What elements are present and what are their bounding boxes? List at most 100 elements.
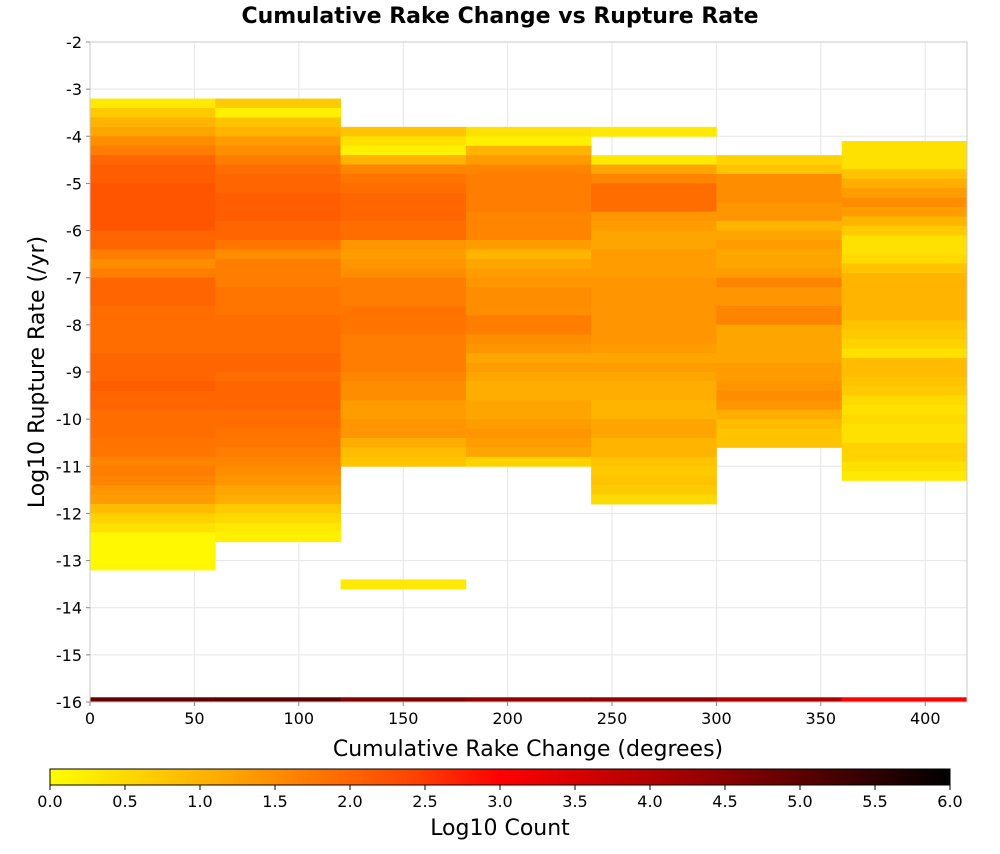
- heatmap-cell: [716, 343, 843, 354]
- heatmap-cell: [465, 268, 592, 279]
- heatmap-cell: [90, 466, 216, 477]
- heatmap-cell: [591, 183, 717, 194]
- heatmap-cell: [716, 381, 843, 392]
- heatmap-cell: [215, 353, 341, 363]
- heatmap-cell: [465, 221, 592, 231]
- heatmap-cell: [465, 174, 592, 184]
- heatmap-cell: [591, 428, 717, 439]
- heatmap-cell: [90, 513, 216, 524]
- heatmap-cell: [340, 221, 467, 231]
- heatmap-cell: [591, 192, 717, 203]
- heatmap-cell: [591, 296, 717, 307]
- heatmap-cell: [591, 258, 717, 269]
- heatmap-cell: [90, 164, 216, 175]
- heatmap-cell: [465, 372, 592, 382]
- heatmap-cell: [841, 452, 968, 462]
- y-tick-label: -6: [66, 222, 82, 241]
- heatmap-cell: [465, 183, 592, 194]
- heatmap-cell: [340, 287, 467, 297]
- heatmap-cell: [591, 390, 717, 401]
- x-tick-label: 0: [85, 709, 95, 728]
- heatmap-cell: [465, 315, 592, 326]
- heatmap-cell: [841, 254, 968, 264]
- y-axis-label: Log10 Rupture Rate (/yr): [25, 236, 50, 508]
- heatmap-cell: [340, 324, 467, 335]
- heatmap-cell: [215, 211, 341, 222]
- heatmap-cell: [841, 339, 968, 349]
- heatmap-cell: [340, 277, 467, 288]
- heatmap-cell: [591, 419, 717, 429]
- heatmap-cell: [591, 475, 717, 486]
- heatmap-cell-bottom-row: [340, 697, 467, 702]
- heatmap-cell: [465, 438, 592, 448]
- heatmap-cells: [90, 98, 968, 702]
- x-tick-label: 200: [492, 709, 523, 728]
- heatmap-cell-bottom-row: [716, 697, 843, 702]
- heatmap-cell: [841, 178, 968, 189]
- heatmap-cell: [716, 372, 843, 382]
- heatmap-cell: [340, 211, 467, 222]
- heatmap-cell: [841, 471, 968, 481]
- heatmap-cell: [90, 183, 216, 194]
- colorbar-tick-label: 4.5: [712, 792, 737, 811]
- heatmap-cell: [841, 320, 968, 330]
- colorbar-tick-label: 5.0: [787, 792, 812, 811]
- heatmap-cell: [340, 164, 467, 175]
- heatmap-cell-bottom-row: [841, 697, 968, 702]
- heatmap-cell: [215, 230, 341, 241]
- heatmap-cell: [215, 202, 341, 213]
- heatmap-cell: [841, 207, 968, 217]
- heatmap-cell: [841, 188, 968, 198]
- heatmap-cell: [90, 438, 216, 448]
- heatmap-cell: [716, 155, 843, 165]
- heatmap-cell: [215, 419, 341, 429]
- heatmap-cell: [90, 343, 216, 354]
- y-tick-label: -8: [66, 316, 82, 335]
- heatmap-cell: [215, 372, 341, 382]
- heatmap-cell: [716, 428, 843, 439]
- heatmap-cell: [465, 381, 592, 392]
- heatmap-cell: [340, 334, 467, 345]
- heatmap-cell: [716, 438, 843, 448]
- heatmap-cell: [215, 390, 341, 401]
- heatmap-cell: [841, 216, 968, 227]
- heatmap-cell: [340, 381, 467, 392]
- heatmap-cell: [841, 263, 968, 274]
- heatmap-cell: [716, 362, 843, 373]
- heatmap-cell: [591, 343, 717, 354]
- heatmap-cell: [340, 136, 467, 147]
- heatmap-cell: [90, 324, 216, 335]
- heatmap-cell: [90, 145, 216, 156]
- y-tick-label: -5: [66, 174, 82, 193]
- heatmap-cell: [591, 315, 717, 326]
- heatmap-cell: [215, 513, 341, 524]
- heatmap-cell: [591, 126, 717, 137]
- heatmap-cell: [591, 174, 717, 184]
- colorbar-tick-label: 1.0: [187, 792, 212, 811]
- heatmap-cell: [215, 362, 341, 373]
- y-tick-label: -16: [56, 693, 82, 712]
- heatmap-cell: [591, 372, 717, 382]
- heatmap-cell: [591, 485, 717, 495]
- heatmap-cell: [465, 145, 592, 156]
- heatmap-cell: [465, 324, 592, 335]
- heatmap-cell: [340, 296, 467, 307]
- heatmap-cell: [591, 409, 717, 420]
- heatmap-cell: [591, 466, 717, 477]
- colorbar-tick-label: 1.5: [262, 792, 287, 811]
- heatmap-cell: [465, 428, 592, 439]
- heatmap-cell: [465, 306, 592, 316]
- heatmap-cell: [90, 381, 216, 392]
- heatmap-cell: [90, 419, 216, 429]
- heatmap-cell: [841, 235, 968, 246]
- heatmap-cell: [716, 353, 843, 363]
- heatmap-cell: [340, 183, 467, 194]
- heatmap-cell: [591, 240, 717, 250]
- heatmap-cell: [465, 287, 592, 297]
- heatmap-cell: [591, 221, 717, 231]
- heatmap-cell: [90, 98, 216, 109]
- heatmap-cell: [340, 306, 467, 316]
- heatmap-cell: [340, 428, 467, 439]
- heatmap-cell: [215, 438, 341, 448]
- heatmap-cell: [716, 287, 843, 297]
